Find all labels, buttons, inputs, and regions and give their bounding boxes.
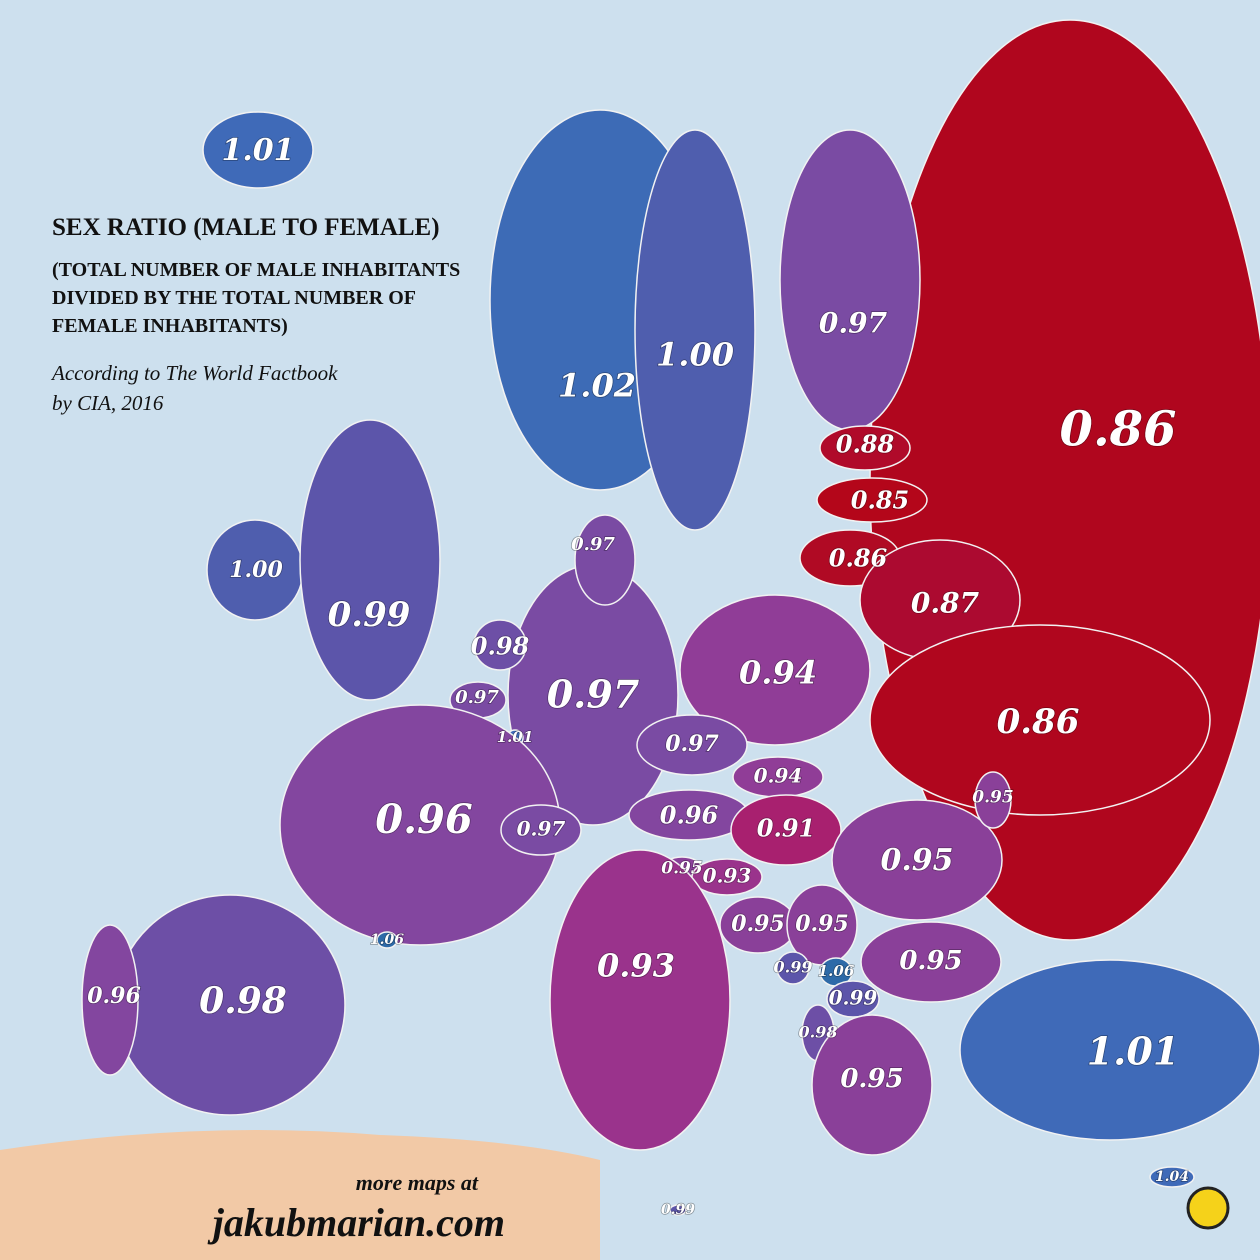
region-label: 0.98: [471, 632, 530, 661]
region-label: 1.02: [558, 367, 636, 405]
africa: [0, 1130, 600, 1260]
region-label: 0.94: [739, 654, 817, 692]
region-label: 1.00: [229, 557, 283, 583]
region-label: 0.97: [571, 534, 615, 555]
region-label: 0.97: [547, 672, 640, 717]
region-label: 1.01: [1087, 1029, 1180, 1074]
logo: [1186, 1186, 1230, 1230]
region-label: 0.85: [851, 486, 909, 515]
region-label: 1.00: [656, 336, 734, 374]
region-label: 1.04: [1155, 1169, 1189, 1185]
region-label: 0.97: [455, 687, 499, 708]
region-label: 0.88: [836, 430, 895, 459]
subtitle-line: FEMALE INHABITANTS): [52, 315, 288, 337]
subtitle-line: DIVIDED BY THE TOTAL NUMBER OF: [52, 287, 416, 309]
title: SEX RATIO (MALE TO FEMALE): [52, 214, 440, 241]
region-label: 0.97: [517, 817, 566, 841]
region-label: 0.97: [665, 731, 719, 757]
region: [816, 477, 928, 523]
region: [549, 849, 731, 1151]
region: [202, 111, 314, 189]
region: [811, 1014, 933, 1156]
region-label: 0.95: [840, 1064, 903, 1094]
region: [776, 951, 810, 985]
region: [376, 931, 398, 949]
region: [826, 980, 880, 1018]
region-label: 0.99: [328, 595, 411, 635]
region: [634, 129, 756, 531]
regions: [81, 19, 1260, 1216]
region-label: 0.95: [880, 843, 953, 878]
region: [636, 714, 748, 776]
region: [1149, 1166, 1195, 1188]
region-label: 0.97: [819, 307, 888, 340]
region-label: 0.86: [997, 702, 1080, 742]
region-label: 0.98: [199, 980, 287, 1022]
source-line: According to The World Factbook: [50, 361, 338, 385]
subtitle-line: (TOTAL NUMBER OF MALE INHABITANTS: [52, 259, 460, 281]
region-label: 0.95: [731, 911, 785, 937]
region: [860, 921, 1002, 1003]
region: [669, 1204, 687, 1216]
region-label: 0.94: [754, 764, 803, 788]
region-label: 0.99: [829, 986, 878, 1010]
region: [299, 419, 441, 701]
region-label: 0.99: [661, 1202, 695, 1218]
region-label: 0.95: [661, 859, 702, 879]
source-line: by CIA, 2016: [52, 391, 164, 415]
region-label: 0.95: [899, 946, 962, 976]
region-label: 0.87: [911, 587, 980, 620]
region-label: 1.01: [497, 728, 534, 746]
region-label: 1.06: [370, 932, 404, 948]
region-label: 0.96: [87, 983, 141, 1009]
region-label: 0.91: [757, 814, 815, 843]
region-label: 0.95: [795, 911, 849, 937]
region: [730, 794, 842, 866]
region-label: 0.95: [972, 788, 1013, 808]
region: [819, 425, 911, 471]
region-label: 0.96: [660, 801, 719, 830]
region-label: 0.86: [1060, 402, 1177, 458]
footer-site: jakubmarian.com: [207, 1200, 505, 1245]
region: [831, 799, 1003, 921]
footer-note: more maps at: [356, 1170, 479, 1195]
region: [679, 594, 871, 746]
labels: 0.86 1.01 1.02 1.00 0.97 0.88 0.85 0.86 0.87 0.86…: [86, 132, 1189, 1219]
region: [574, 514, 636, 606]
region: [473, 619, 527, 671]
region-label: 0.86: [829, 544, 888, 573]
region: [500, 804, 582, 856]
region: [81, 924, 139, 1076]
region: [974, 771, 1012, 829]
region: [869, 624, 1211, 816]
region-label: 0.93: [597, 947, 675, 985]
region-label: 1.06: [818, 962, 855, 980]
region-label: 0.99: [774, 958, 813, 977]
region-label: 0.93: [703, 864, 752, 888]
region-label: 0.98: [799, 1023, 838, 1042]
region: [779, 129, 921, 431]
region-label: 0.96: [375, 796, 472, 843]
region-label: 1.01: [221, 133, 294, 168]
region: [959, 959, 1260, 1141]
